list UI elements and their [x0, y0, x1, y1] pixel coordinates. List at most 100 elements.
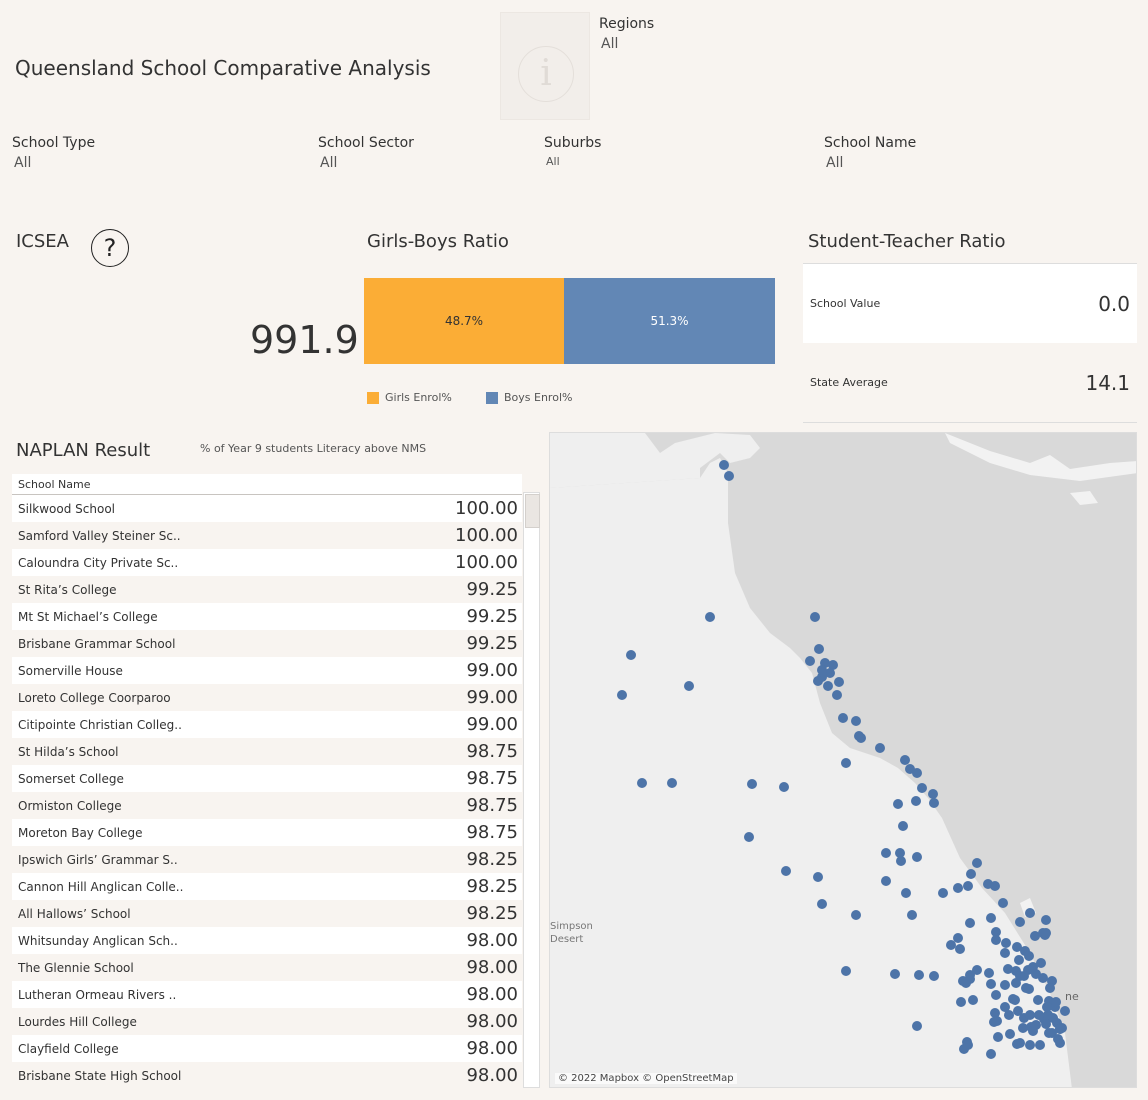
school-map[interactable]: Simpson Desert ne © 2022 Mapbox © OpenSt…: [549, 432, 1137, 1088]
table-row[interactable]: Clayfield College 98.00: [12, 1035, 522, 1062]
table-row[interactable]: Cannon Hill Anglican Colle.. 98.25: [12, 873, 522, 900]
table-row[interactable]: Somerset College 98.75: [12, 765, 522, 792]
table-row[interactable]: Brisbane Grammar School 99.25: [12, 630, 522, 657]
school-dot[interactable]: [993, 1032, 1003, 1042]
school-dot[interactable]: [817, 665, 827, 675]
school-dot[interactable]: [1014, 955, 1024, 965]
table-row[interactable]: Moreton Bay College 98.75: [12, 819, 522, 846]
school-dot[interactable]: [953, 933, 963, 943]
table-row[interactable]: Caloundra City Private Sc.. 100.00: [12, 549, 522, 576]
school-dot[interactable]: [917, 783, 927, 793]
question-icon[interactable]: ?: [91, 229, 129, 267]
table-row[interactable]: Whitsunday Anglican Sch.. 98.00: [12, 927, 522, 954]
school-dot[interactable]: [1031, 1020, 1041, 1030]
school-dot[interactable]: [1036, 958, 1046, 968]
school-dot[interactable]: [968, 995, 978, 1005]
school-dot[interactable]: [1051, 997, 1061, 1007]
school-dot[interactable]: [1045, 983, 1055, 993]
school-dot[interactable]: [986, 979, 996, 989]
school-dot[interactable]: [841, 966, 851, 976]
school-dot[interactable]: [1012, 942, 1022, 952]
legend-boys[interactable]: Boys Enrol%: [486, 391, 572, 404]
school-dot[interactable]: [1033, 995, 1043, 1005]
school-dot[interactable]: [895, 848, 905, 858]
table-scrollbar[interactable]: [523, 492, 540, 1088]
school-dot[interactable]: [928, 789, 938, 799]
school-dot[interactable]: [990, 881, 1000, 891]
school-dot[interactable]: [989, 1017, 999, 1027]
school-dot[interactable]: [1031, 969, 1041, 979]
school-dot[interactable]: [912, 852, 922, 862]
school-dot[interactable]: [938, 888, 948, 898]
table-row[interactable]: Samford Valley Steiner Sc.. 100.00: [12, 522, 522, 549]
school-dot[interactable]: [965, 918, 975, 928]
school-dot[interactable]: [1041, 928, 1051, 938]
school-dot[interactable]: [1060, 1006, 1070, 1016]
school-dot[interactable]: [911, 796, 921, 806]
table-row[interactable]: St Rita’s College 99.25: [12, 576, 522, 603]
state-average-row[interactable]: State Average 14.1: [803, 343, 1137, 423]
boys-enrol-bar[interactable]: 51.3%: [564, 278, 775, 364]
school-dot[interactable]: [1000, 980, 1010, 990]
school-dot[interactable]: [986, 1049, 996, 1059]
scrollbar-thumb[interactable]: [525, 494, 540, 528]
table-row[interactable]: Lutheran Ormeau Rivers .. 98.00: [12, 981, 522, 1008]
school-dot[interactable]: [838, 713, 848, 723]
school-dot[interactable]: [963, 1040, 973, 1050]
school-dot[interactable]: [900, 755, 910, 765]
school-dot[interactable]: [779, 782, 789, 792]
school-dot[interactable]: [956, 997, 966, 1007]
school-dot[interactable]: [1035, 1040, 1045, 1050]
school-dot[interactable]: [637, 778, 647, 788]
school-sector-filter-value[interactable]: All: [320, 155, 338, 171]
school-dot[interactable]: [834, 677, 844, 687]
school-dot[interactable]: [1024, 984, 1034, 994]
school-dot[interactable]: [896, 856, 906, 866]
school-dot[interactable]: [953, 883, 963, 893]
school-name-filter[interactable]: School Name All: [824, 135, 916, 171]
school-dot[interactable]: [958, 976, 968, 986]
school-dot[interactable]: [823, 681, 833, 691]
map-attribution[interactable]: © 2022 Mapbox © OpenStreetMap: [555, 1073, 737, 1084]
school-dot[interactable]: [617, 690, 627, 700]
table-row[interactable]: Lourdes Hill College 98.00: [12, 1008, 522, 1035]
school-dot[interactable]: [781, 866, 791, 876]
table-header[interactable]: School Name: [12, 474, 522, 495]
school-dot[interactable]: [1041, 1019, 1051, 1029]
school-dot[interactable]: [907, 910, 917, 920]
school-dot[interactable]: [851, 910, 861, 920]
school-dot[interactable]: [912, 1021, 922, 1031]
school-dot[interactable]: [1030, 931, 1040, 941]
school-dot[interactable]: [1010, 995, 1020, 1005]
school-dot[interactable]: [1024, 951, 1034, 961]
table-row[interactable]: Mt St Michael’s College 99.25: [12, 603, 522, 630]
school-dot[interactable]: [719, 460, 729, 470]
school-dot[interactable]: [1015, 971, 1025, 981]
school-dot[interactable]: [1000, 948, 1010, 958]
regions-filter-value[interactable]: All: [601, 36, 619, 52]
school-dot[interactable]: [841, 758, 851, 768]
school-dot[interactable]: [963, 881, 973, 891]
school-dot[interactable]: [1013, 1006, 1023, 1016]
school-name-filter-value[interactable]: All: [826, 155, 844, 171]
school-value-row[interactable]: School Value 0.0: [803, 263, 1137, 343]
table-row[interactable]: St Hilda’s School 98.75: [12, 738, 522, 765]
school-dot[interactable]: [813, 872, 823, 882]
table-row[interactable]: Silkwood School 100.00: [12, 495, 522, 522]
school-dot[interactable]: [1034, 1010, 1044, 1020]
school-dot[interactable]: [1005, 1029, 1015, 1039]
school-dot[interactable]: [990, 1008, 1000, 1018]
school-dot[interactable]: [991, 927, 1001, 937]
school-dot[interactable]: [724, 471, 734, 481]
table-row[interactable]: Somerville House 99.00: [12, 657, 522, 684]
school-dot[interactable]: [914, 970, 924, 980]
school-dot[interactable]: [881, 876, 891, 886]
school-dot[interactable]: [898, 821, 908, 831]
school-dot[interactable]: [972, 965, 982, 975]
suburbs-filter[interactable]: Suburbs All: [544, 135, 601, 168]
school-dot[interactable]: [1041, 915, 1051, 925]
school-dot[interactable]: [684, 681, 694, 691]
school-dot[interactable]: [1025, 908, 1035, 918]
table-row[interactable]: All Hallows’ School 98.25: [12, 900, 522, 927]
table-row[interactable]: The Glennie School 98.00: [12, 954, 522, 981]
